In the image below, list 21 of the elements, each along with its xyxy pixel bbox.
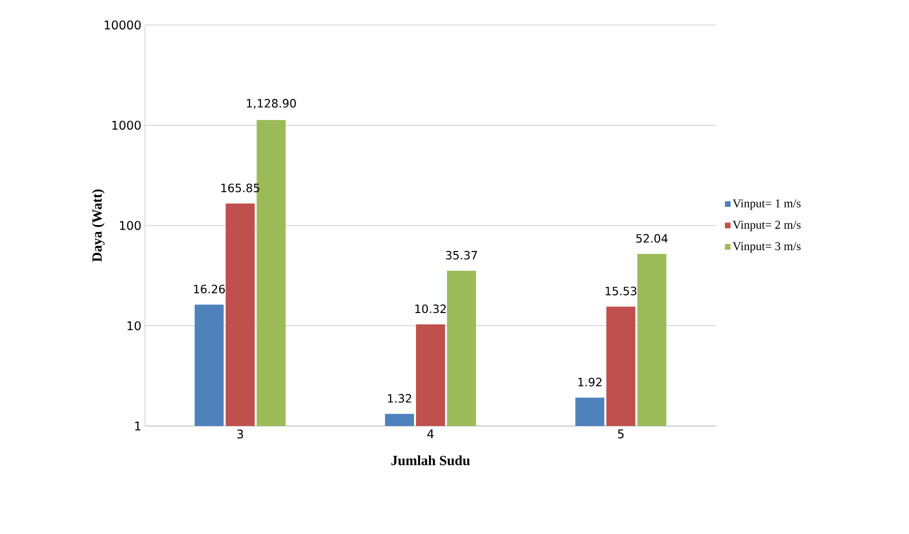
legend-label: Vinput= 3 m/s — [732, 242, 801, 253]
y-tick-label: 10 — [128, 321, 141, 330]
data-label: 10.32 — [415, 304, 446, 314]
x-axis-title: Jumlah Sudu — [391, 455, 470, 466]
y-axis-title: Daya (Watt) — [92, 189, 105, 262]
data-label: 52.04 — [636, 234, 668, 243]
data-label: 1.92 — [578, 378, 602, 386]
data-label: 35.37 — [446, 250, 477, 260]
data-label: 15.53 — [606, 286, 636, 296]
x-tick-label: 3 — [237, 430, 244, 439]
data-label: 1,128.90 — [246, 98, 296, 109]
data-label: 1.32 — [388, 394, 412, 403]
y-tick-label: 1000 — [112, 120, 141, 130]
x-tick-label: 4 — [427, 430, 434, 438]
y-tick-label: 1 — [135, 422, 140, 430]
legend-label: Vinput= 2 m/s — [732, 220, 801, 232]
data-label: 16.26 — [194, 284, 225, 294]
y-tick-label: 10000 — [104, 20, 141, 30]
x-tick-label: 5 — [618, 430, 624, 438]
y-tick-label: 100 — [120, 220, 141, 230]
legend-label: Vinput= 1 m/s — [732, 199, 801, 210]
